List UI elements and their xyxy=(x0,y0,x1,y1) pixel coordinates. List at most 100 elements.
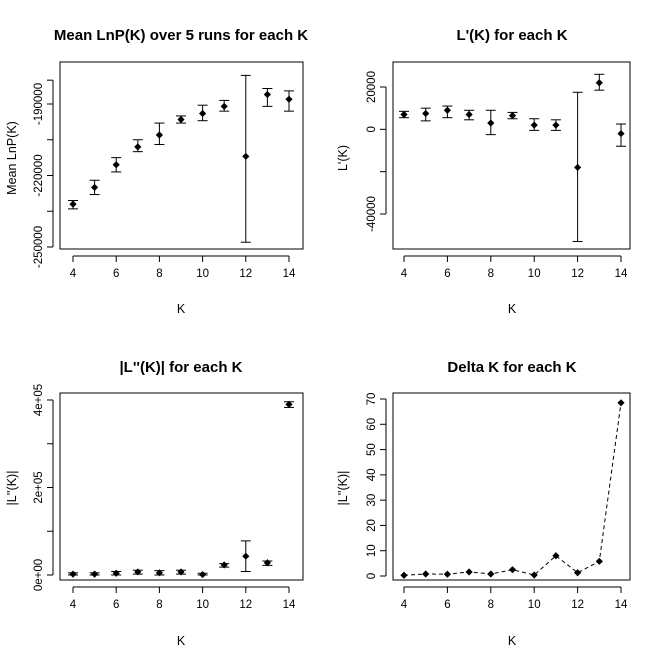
x-tick-label: 6 xyxy=(444,599,450,611)
data-point xyxy=(465,568,473,576)
data-point xyxy=(242,152,250,161)
data-point xyxy=(443,106,451,114)
plot-frame xyxy=(59,61,304,250)
y-tick-label: 20 xyxy=(366,519,378,532)
y-tick-label: -220000 xyxy=(33,154,45,196)
x-tick-label: 4 xyxy=(401,599,408,611)
x-tick-label: 10 xyxy=(196,599,209,611)
data-point xyxy=(595,557,603,565)
x-tick-label: 12 xyxy=(239,268,252,280)
data-point xyxy=(112,569,120,577)
panel-3-title: |L''(K)| for each K xyxy=(119,359,242,376)
x-tick-label: 14 xyxy=(283,268,296,280)
y-tick-label: 4e+05 xyxy=(33,384,45,416)
x-tick-label: 4 xyxy=(70,268,77,280)
x-tick-label: 4 xyxy=(401,268,408,280)
data-point xyxy=(285,95,293,103)
y-tick-label: 0 xyxy=(366,126,378,132)
x-tick-label: 8 xyxy=(488,268,494,280)
x-tick-label: 10 xyxy=(528,268,541,280)
data-point xyxy=(177,115,185,124)
x-tick-label: 8 xyxy=(156,599,162,611)
data-point xyxy=(112,161,120,169)
data-point xyxy=(91,570,99,578)
x-tick-label: 12 xyxy=(571,599,584,611)
data-point xyxy=(242,552,250,560)
data-point xyxy=(487,119,495,127)
data-point xyxy=(155,131,163,139)
y-axis: 0e+00 2e+05 4e+05 xyxy=(33,384,54,591)
data-point xyxy=(574,569,582,577)
panel-3-plot: 4 6 8 10 12 14 0e+00 2e+05 4e+05 xyxy=(33,384,304,611)
panel-4-plot: 4 6 8 10 12 14 0 10 20 30 40 50 60 70 xyxy=(366,392,631,611)
y-tick-label: 2e+05 xyxy=(33,471,45,503)
y-tick-label: 0 xyxy=(366,573,378,579)
x-tick-label: 12 xyxy=(239,599,252,611)
x-tick-label: 8 xyxy=(156,268,162,280)
x-tick-label: 14 xyxy=(615,268,628,280)
panel-1-title: Mean LnP(K) over 5 runs for each K xyxy=(54,27,308,44)
plot-frame xyxy=(392,61,631,250)
x-tick-label: 10 xyxy=(528,599,541,611)
y-axis: -250000 -220000 -190000 xyxy=(33,79,54,268)
x-tick-label: 6 xyxy=(113,268,119,280)
x-tick-label: 10 xyxy=(196,268,209,280)
panel-4-title: Delta K for each K xyxy=(447,359,576,376)
data-point xyxy=(465,110,473,119)
x-axis: 4 6 8 10 12 14 xyxy=(401,586,628,611)
y-axis: 0 10 20 30 40 50 60 70 xyxy=(366,393,387,579)
y-tick-label: 30 xyxy=(366,494,378,507)
y-tick-label: 10 xyxy=(366,544,378,557)
data-point xyxy=(508,111,517,120)
panel-4-ylabel: |L''(K)| xyxy=(336,471,350,506)
data-point xyxy=(263,90,271,99)
data-point xyxy=(508,566,517,574)
panel-3-ylabel: |L''(K)| xyxy=(5,471,19,506)
x-axis: 4 6 8 10 12 14 xyxy=(70,586,296,611)
data-point xyxy=(263,559,271,567)
panel-1-plot: 4 6 8 10 12 14 -250000 -220000 -190000 xyxy=(33,61,304,280)
panel-2-title: L'(K) for each K xyxy=(456,27,567,44)
data-point xyxy=(530,121,538,129)
data-point xyxy=(530,571,538,579)
data-point xyxy=(487,570,495,578)
panel-2-plot: 4 6 8 10 12 14 -40000 0 20000 xyxy=(366,61,631,280)
y-tick-label: -190000 xyxy=(33,83,45,125)
data-point xyxy=(422,570,430,578)
data-point xyxy=(69,570,77,578)
plot-frame xyxy=(59,392,304,581)
data-point xyxy=(574,163,582,172)
data-point xyxy=(595,79,603,87)
x-tick-label: 12 xyxy=(571,268,584,280)
data-point xyxy=(617,399,625,407)
y-tick-label: 70 xyxy=(366,393,378,406)
data-point xyxy=(155,569,163,577)
data-point xyxy=(134,568,142,576)
plot-frame xyxy=(392,392,631,581)
y-tick-label: -250000 xyxy=(33,226,45,268)
panel-l-prime: L'(K) for each K K L'(K) 4 6 8 10 12 14 -40000… xyxy=(336,27,631,316)
panel-mean-lnp: Mean LnP(K) over 5 runs for each K K Mea… xyxy=(5,27,308,316)
y-tick-label: 60 xyxy=(366,418,378,431)
panel-3-xlabel: K xyxy=(177,634,186,648)
x-axis: 4 6 8 10 12 14 xyxy=(401,255,628,280)
series-line xyxy=(403,402,622,576)
x-axis: 4 6 8 10 12 14 xyxy=(70,255,296,280)
data-point xyxy=(199,570,207,579)
data-point xyxy=(134,143,142,151)
x-tick-label: 14 xyxy=(283,599,296,611)
panel-4-xlabel: K xyxy=(508,634,517,648)
y-tick-label: 20000 xyxy=(366,71,378,103)
data-point xyxy=(220,102,228,110)
data-point xyxy=(285,400,293,408)
x-tick-label: 8 xyxy=(488,599,494,611)
data-point xyxy=(552,552,560,560)
data-point xyxy=(177,568,185,576)
data-point xyxy=(422,109,430,118)
data-point xyxy=(199,109,207,118)
panel-l-double-prime: |L''(K)| for each K K |L''(K)| 4 6 8 10 12 14… xyxy=(5,359,304,648)
x-tick-label: 4 xyxy=(70,599,77,611)
y-tick-label: 40 xyxy=(366,468,378,481)
x-tick-label: 6 xyxy=(444,268,450,280)
